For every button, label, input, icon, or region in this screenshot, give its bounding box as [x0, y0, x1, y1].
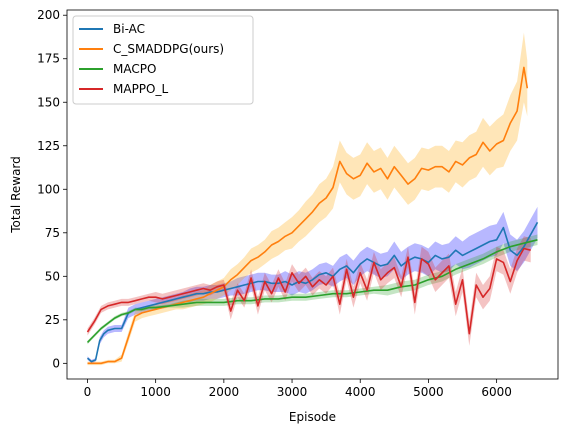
x-tick-label: 6000	[481, 385, 512, 399]
series-lines	[86, 66, 539, 365]
series-line-1	[86, 221, 539, 363]
legend-label-2: C_SMADDPG(ours)	[113, 42, 224, 56]
band-2	[87, 32, 528, 366]
x-axis-ticks: 0 1000 2000 3000 4000 5000 6000	[84, 379, 512, 399]
y-tick-label: 75	[45, 226, 60, 240]
y-axis-ticks: 0 25 50 75 100 125 150 175 200	[37, 8, 67, 370]
y-tick-label: 175	[37, 52, 60, 66]
x-axis-label: Episode	[289, 410, 336, 424]
legend-label-1: Bi-AC	[113, 22, 145, 36]
x-tick-label: 3000	[277, 385, 308, 399]
y-tick-label: 0	[52, 356, 60, 370]
y-tick-label: 50	[45, 269, 60, 283]
y-tick-label: 100	[37, 182, 60, 196]
band-1	[87, 206, 538, 364]
plot-frame	[66, 9, 559, 380]
legend-label-4: MAPPO_L	[113, 82, 168, 96]
x-tick-label: 5000	[413, 385, 444, 399]
x-tick-label: 2000	[209, 385, 240, 399]
y-tick-label: 150	[37, 95, 60, 109]
series-line-2	[87, 66, 529, 365]
y-tick-label: 125	[37, 139, 60, 153]
x-tick-label: 1000	[140, 385, 171, 399]
legend-box	[72, 15, 254, 105]
y-tick-label: 25	[45, 313, 60, 327]
y-axis-label: Total Reward	[9, 156, 23, 234]
x-tick-label: 4000	[345, 385, 376, 399]
series-line-3	[86, 239, 538, 343]
confidence-bands	[87, 32, 538, 366]
legend: Bi-AC C_SMADDPG(ours) MACPO MAPPO_L	[72, 15, 254, 105]
x-tick-label: 0	[84, 385, 92, 399]
band-4	[87, 236, 531, 346]
series-line-4	[86, 247, 531, 335]
legend-label-3: MACPO	[113, 62, 156, 76]
y-tick-label: 200	[37, 8, 60, 22]
